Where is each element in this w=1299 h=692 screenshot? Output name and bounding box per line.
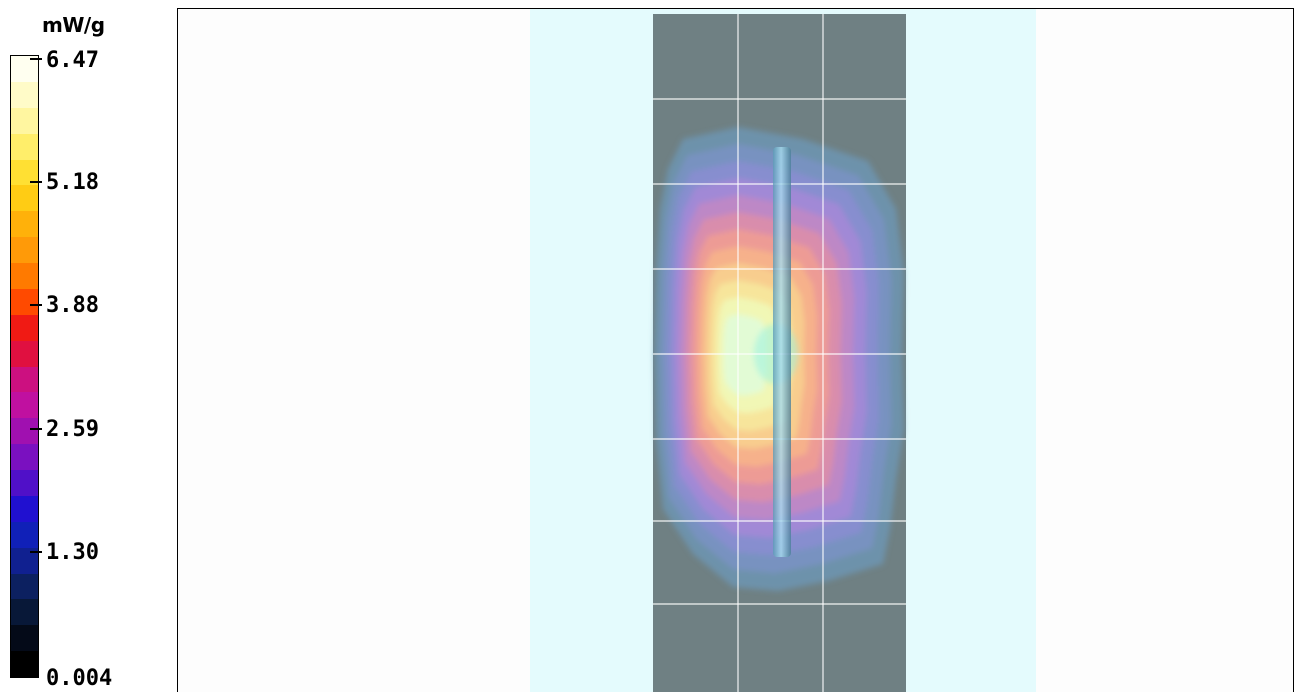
legend-tick (30, 428, 42, 430)
legend-tick-label-min: 0.004 (46, 666, 113, 691)
color-scale-step (11, 495, 38, 522)
color-scale-step (11, 418, 38, 445)
legend-tick (30, 181, 42, 183)
legend-tick (30, 58, 42, 60)
color-scale-step (11, 237, 38, 263)
legend-tick-label: 1.30 (46, 540, 99, 565)
color-scale-step (11, 573, 38, 600)
dipole-antenna (773, 147, 791, 557)
legend-tick (30, 304, 42, 306)
color-scale-bar (10, 55, 39, 678)
color-scale-step (11, 185, 38, 212)
color-scale-step (11, 366, 38, 393)
color-scale-step (11, 56, 38, 82)
legend-tick-label: 5.18 (46, 170, 99, 195)
color-scale-step (11, 81, 38, 108)
color-scale-step (11, 625, 38, 652)
color-scale-legend: mW/g 6.47 5.18 3.88 2.59 1.30 0.004 (0, 0, 175, 692)
color-scale-step (11, 314, 38, 341)
color-scale-step (11, 599, 38, 626)
legend-tick-label: 3.88 (46, 293, 99, 318)
color-scale-step (11, 211, 38, 238)
color-scale-step (11, 651, 38, 677)
color-scale-step (11, 288, 38, 315)
color-scale-step (11, 521, 38, 548)
color-scale-step (11, 263, 38, 289)
color-scale-step (11, 107, 38, 134)
legend-unit-label: mW/g (42, 13, 105, 37)
sar-distribution-plot (177, 8, 1294, 692)
color-scale-step (11, 444, 38, 470)
legend-tick-label: 2.59 (46, 417, 99, 442)
sar-contour-level (723, 314, 767, 396)
legend-tick (30, 551, 42, 553)
legend-tick-label-max: 6.47 (46, 48, 99, 73)
color-scale-step (11, 392, 38, 419)
color-scale-step (11, 470, 38, 496)
color-scale-step (11, 133, 38, 160)
color-scale-step (11, 340, 38, 367)
sar-field-map (178, 9, 1293, 692)
